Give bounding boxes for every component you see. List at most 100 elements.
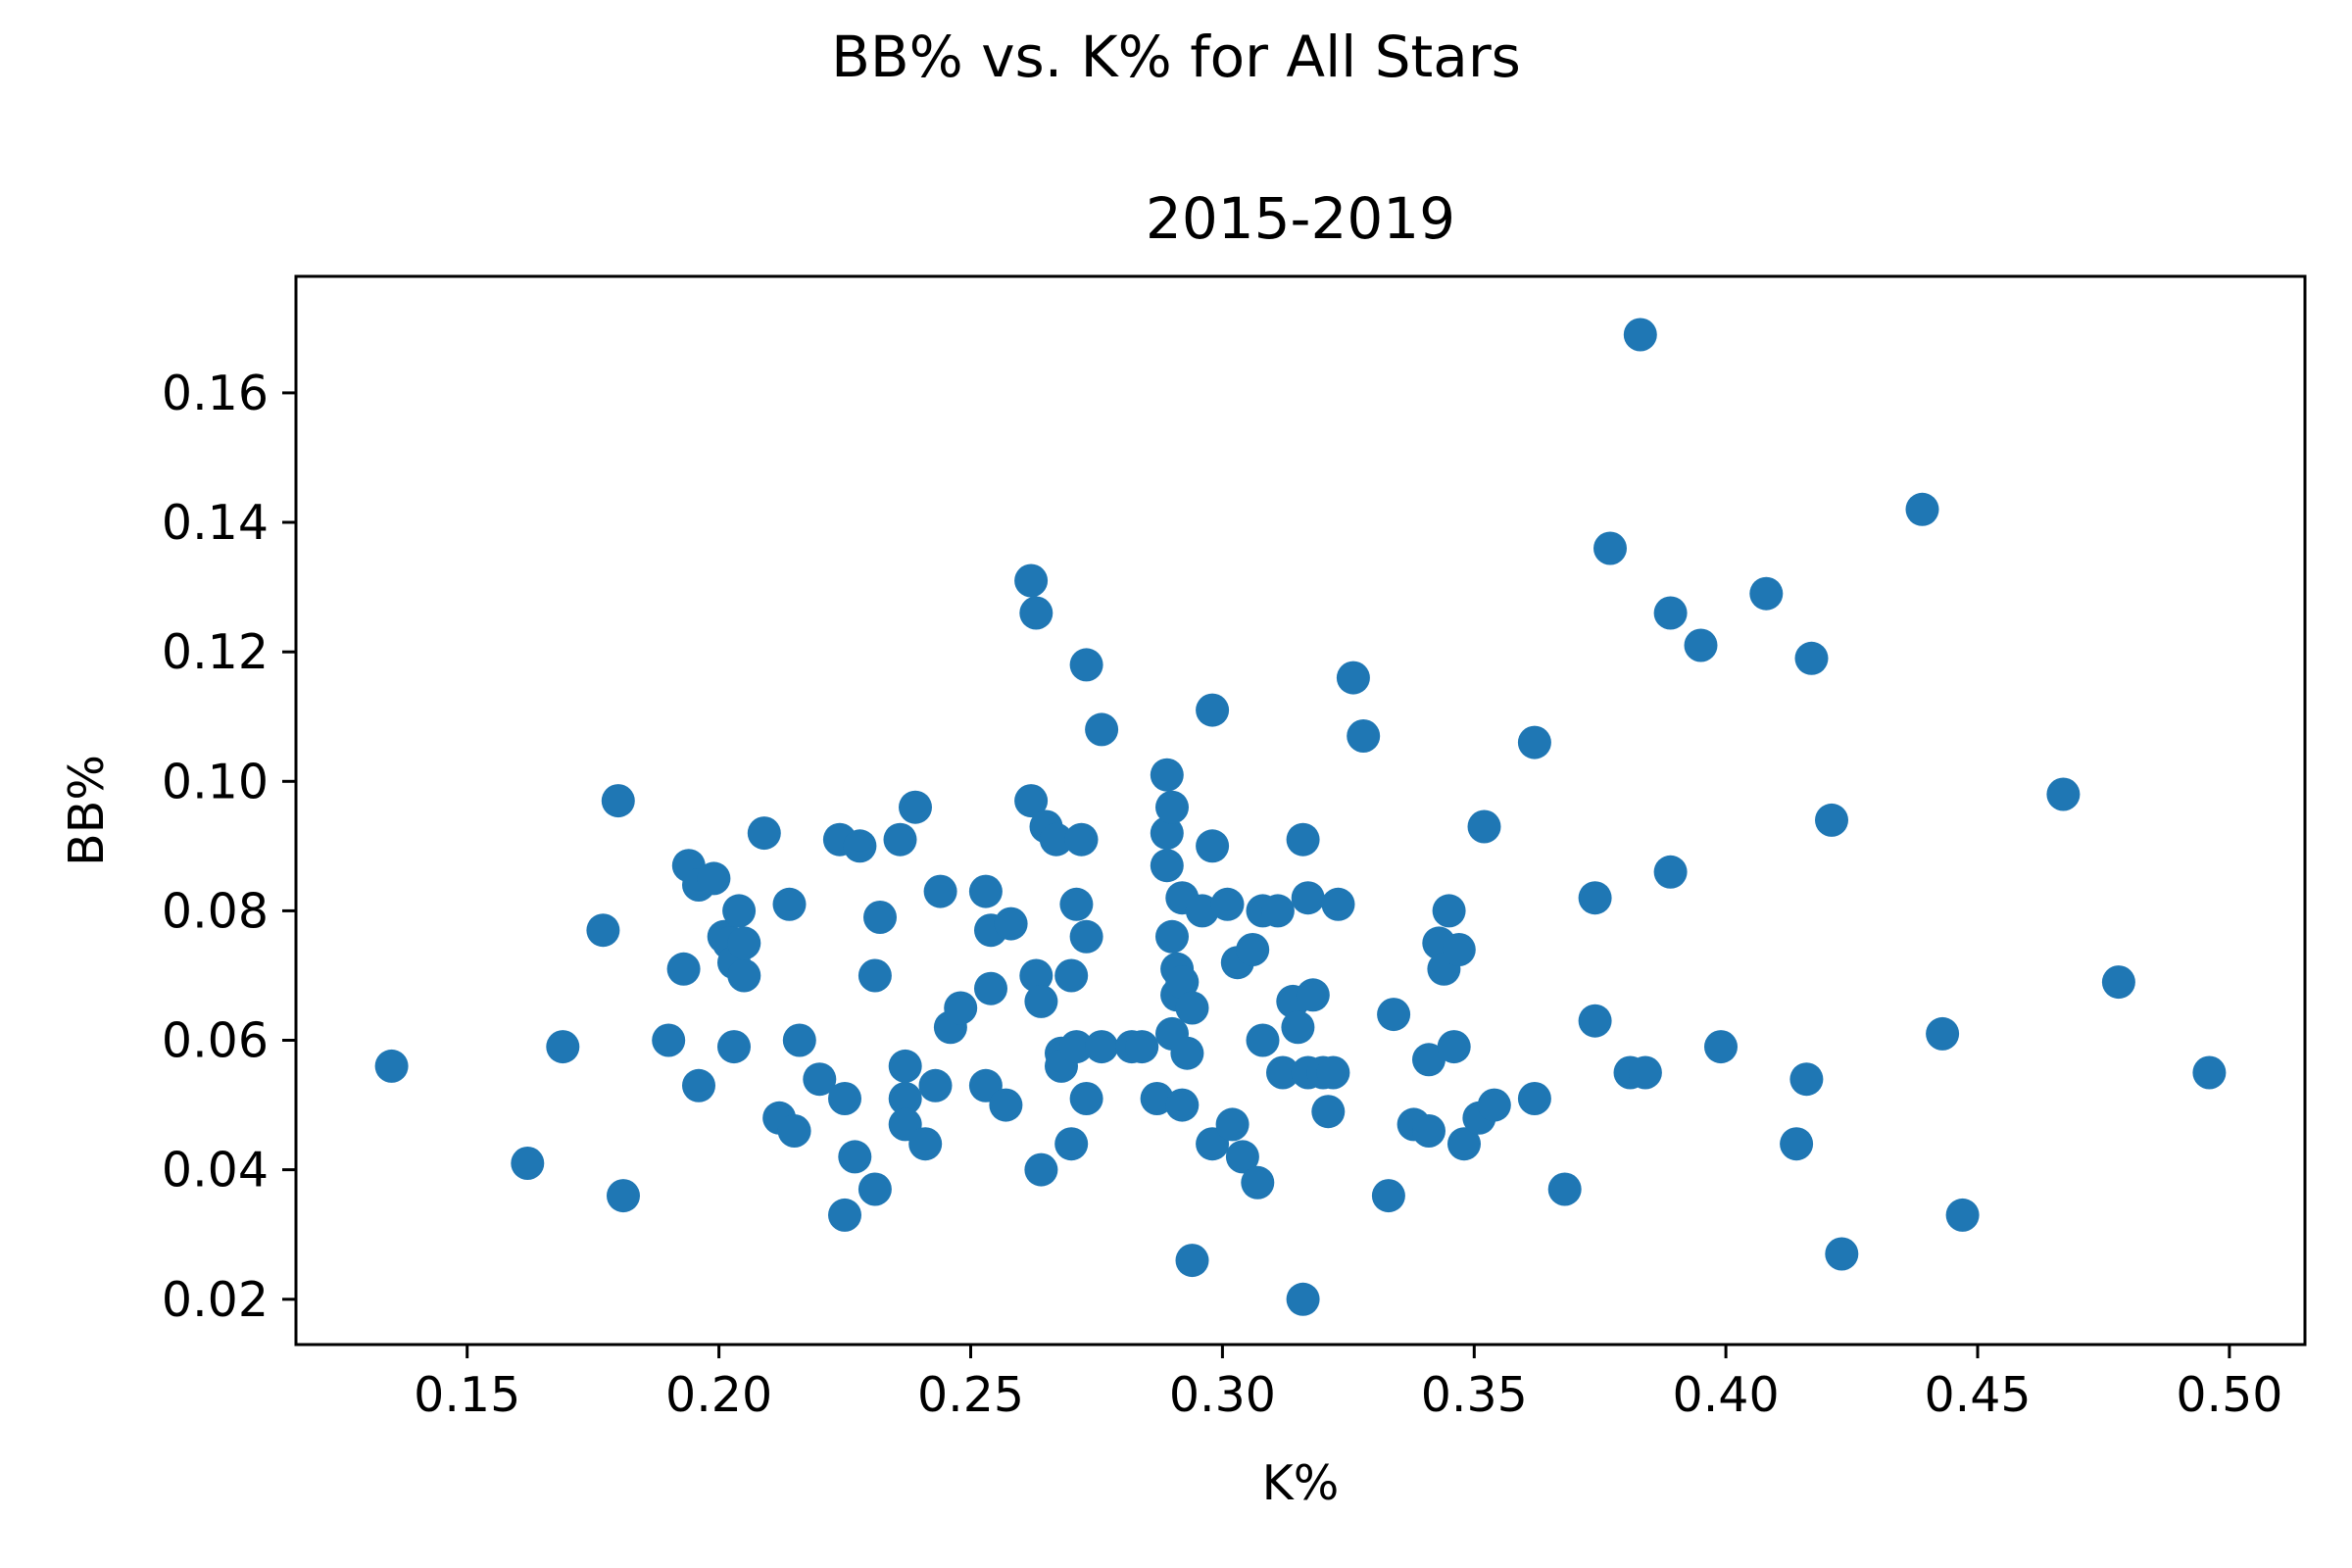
- data-point-123: [1447, 1127, 1481, 1161]
- data-point-60: [1054, 1127, 1089, 1161]
- data-point-11: [697, 861, 731, 896]
- x-tick-label-6: 0.45: [1924, 1367, 2031, 1423]
- data-point-59: [1054, 958, 1089, 993]
- data-point-87: [1196, 693, 1230, 727]
- data-point-114: [1377, 998, 1411, 1032]
- data-point-29: [843, 829, 877, 863]
- data-point-135: [1628, 1055, 1662, 1090]
- data-point-93: [1225, 1140, 1259, 1174]
- data-point-104: [1291, 881, 1325, 915]
- data-point-49: [1014, 564, 1049, 598]
- data-point-76: [1155, 919, 1189, 954]
- data-point-38: [908, 1127, 943, 1161]
- data-point-10: [682, 1068, 715, 1102]
- data-point-75: [1155, 790, 1189, 824]
- data-point-22: [777, 1114, 811, 1148]
- data-point-19: [747, 816, 781, 851]
- data-point-34: [888, 1049, 922, 1083]
- data-point-120: [1432, 894, 1466, 928]
- data-point-136: [1653, 596, 1688, 630]
- data-point-66: [1069, 1082, 1103, 1115]
- data-point-70: [1125, 1030, 1159, 1064]
- data-point-40: [923, 874, 957, 908]
- data-point-43: [968, 874, 1003, 908]
- data-point-97: [1246, 1023, 1280, 1057]
- data-point-139: [1704, 1030, 1738, 1064]
- data-point-54: [1024, 1152, 1058, 1187]
- data-point-121: [1437, 1030, 1471, 1064]
- data-point-150: [2101, 965, 2135, 1000]
- data-points: [374, 318, 2227, 1316]
- data-point-117: [1412, 1114, 1446, 1148]
- x-tick-label-7: 0.50: [2176, 1367, 2282, 1423]
- data-point-85: [1175, 1244, 1209, 1278]
- data-point-24: [803, 1062, 837, 1097]
- data-point-4: [601, 784, 635, 818]
- y-tick-label-4: 0.10: [162, 754, 269, 809]
- y-tick-label-0: 0.02: [162, 1272, 269, 1328]
- data-point-151: [2192, 1055, 2227, 1090]
- data-point-142: [1789, 1062, 1824, 1097]
- data-point-3: [586, 913, 620, 948]
- data-point-26: [828, 1082, 861, 1115]
- data-point-21: [772, 887, 807, 921]
- data-point-32: [863, 901, 897, 934]
- data-point-82: [1165, 1088, 1200, 1122]
- data-point-71: [1140, 1082, 1174, 1115]
- data-point-72: [1150, 758, 1184, 792]
- data-point-102: [1286, 822, 1320, 857]
- data-point-91: [1215, 1107, 1250, 1142]
- data-point-141: [1780, 1127, 1814, 1161]
- y-tick-label-2: 0.06: [162, 1013, 269, 1069]
- x-tick-label-1: 0.20: [665, 1367, 772, 1423]
- x-axis-label: K%: [1262, 1455, 1340, 1511]
- data-point-127: [1517, 725, 1551, 760]
- data-point-83: [1170, 1036, 1204, 1070]
- y-tick-label-7: 0.16: [162, 366, 269, 421]
- data-point-110: [1321, 887, 1355, 921]
- data-point-145: [1825, 1237, 1859, 1271]
- y-tick-label-5: 0.12: [162, 624, 269, 680]
- data-point-86: [1185, 894, 1219, 928]
- data-point-46: [974, 971, 1007, 1005]
- data-point-65: [1069, 919, 1103, 954]
- data-point-27: [828, 1198, 861, 1232]
- data-point-56: [1039, 822, 1073, 857]
- data-point-47: [989, 1088, 1023, 1122]
- data-point-73: [1150, 816, 1184, 851]
- data-point-61: [1059, 887, 1094, 921]
- data-point-108: [1311, 1095, 1346, 1129]
- data-point-5: [607, 1179, 640, 1213]
- data-point-106: [1296, 978, 1330, 1012]
- data-point-16: [722, 894, 757, 928]
- data-point-125: [1467, 809, 1501, 844]
- data-point-116: [1412, 1043, 1446, 1077]
- data-point-147: [1926, 1016, 1960, 1051]
- data-point-1: [511, 1147, 545, 1180]
- data-point-0: [374, 1049, 409, 1083]
- data-point-7: [666, 952, 701, 986]
- data-point-132: [1593, 531, 1627, 565]
- y-tick-label-1: 0.04: [162, 1143, 269, 1199]
- data-point-53: [1024, 984, 1058, 1018]
- data-point-138: [1684, 628, 1718, 662]
- data-point-42: [944, 991, 978, 1025]
- data-point-98: [1260, 894, 1295, 928]
- data-point-84: [1175, 991, 1209, 1025]
- data-point-131: [1578, 1004, 1612, 1038]
- data-point-67: [1085, 712, 1119, 747]
- data-point-137: [1653, 855, 1688, 889]
- data-point-18: [727, 926, 761, 960]
- data-point-109: [1316, 1055, 1350, 1090]
- data-point-74: [1150, 849, 1184, 883]
- data-point-23: [782, 1023, 816, 1057]
- data-point-144: [1815, 803, 1848, 837]
- data-point-101: [1281, 1010, 1315, 1045]
- data-point-35: [888, 1082, 922, 1115]
- data-point-50: [1014, 784, 1049, 818]
- data-point-39: [918, 1068, 953, 1102]
- y-axis-label: BB%: [59, 755, 115, 866]
- data-point-122: [1442, 933, 1476, 966]
- data-point-146: [1905, 492, 1939, 526]
